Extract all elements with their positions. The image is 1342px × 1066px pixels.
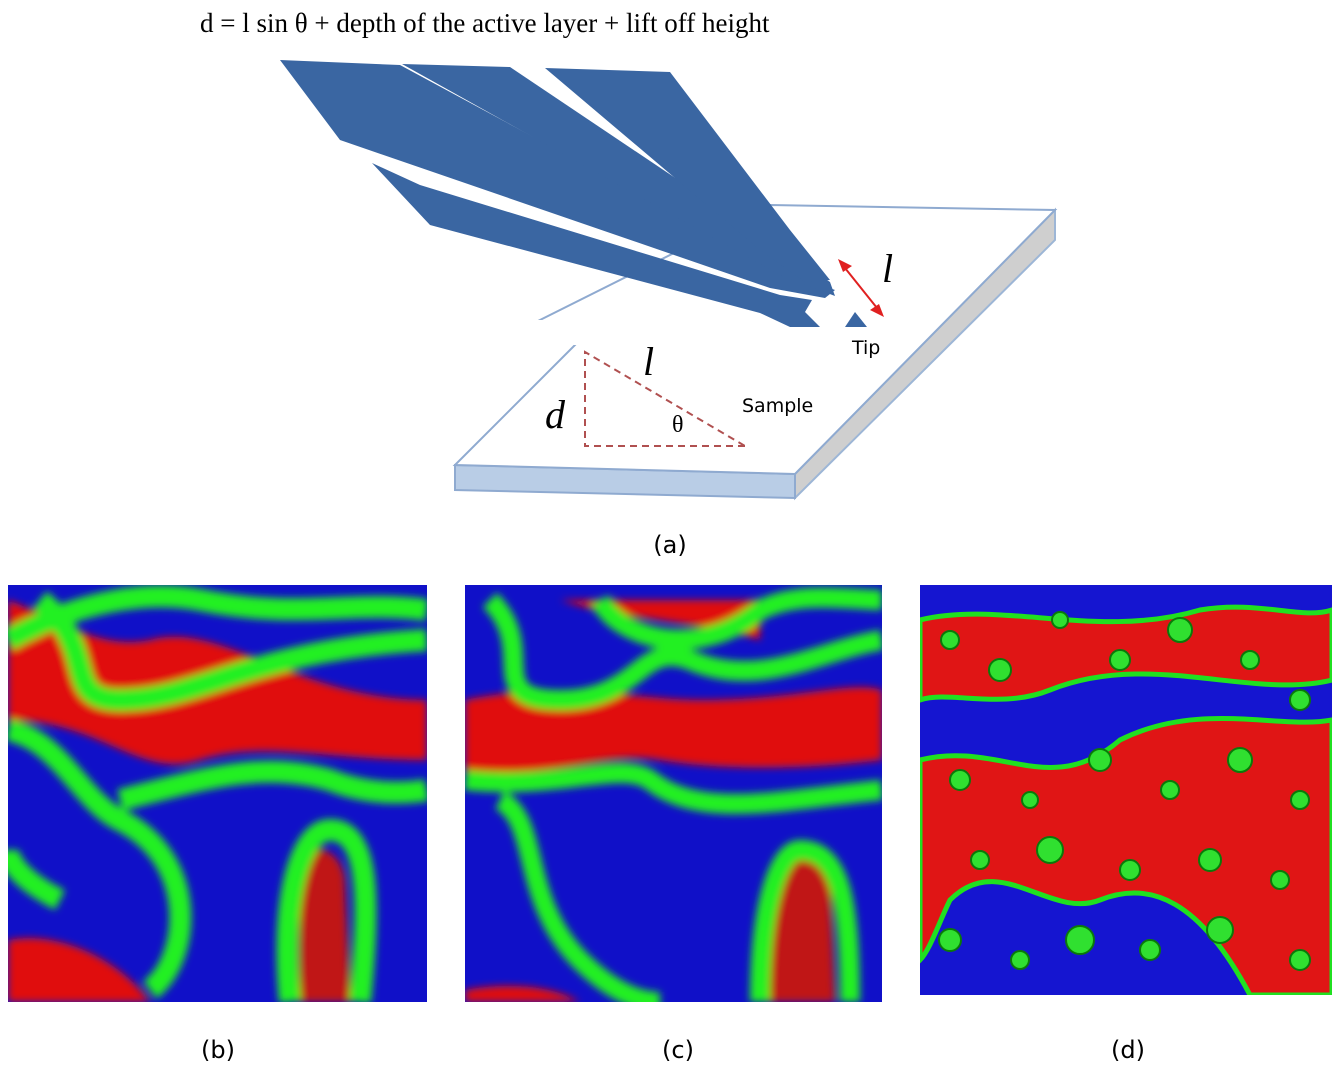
domain-image-d: [920, 585, 1332, 995]
domain-image-b: [8, 585, 427, 1002]
figure: d = l sin θ + depth of the active layer …: [0, 0, 1342, 1066]
equation: d = l sin θ + depth of the active layer …: [200, 8, 770, 38]
cantilever: [280, 60, 867, 327]
sample-label: Sample: [742, 395, 813, 417]
domain-image-c: [465, 585, 882, 1002]
panel-label: (d): [1111, 1036, 1145, 1064]
arrow-label: l: [882, 246, 893, 291]
triangle-angle: θ: [672, 412, 684, 438]
panel-label: (a): [653, 531, 686, 559]
tip-label: Tip: [851, 337, 880, 359]
panel-label: (c): [662, 1036, 694, 1064]
triangle-d: d: [545, 392, 566, 437]
panel-label: (b): [201, 1036, 235, 1064]
triangle-l: l: [643, 339, 654, 384]
